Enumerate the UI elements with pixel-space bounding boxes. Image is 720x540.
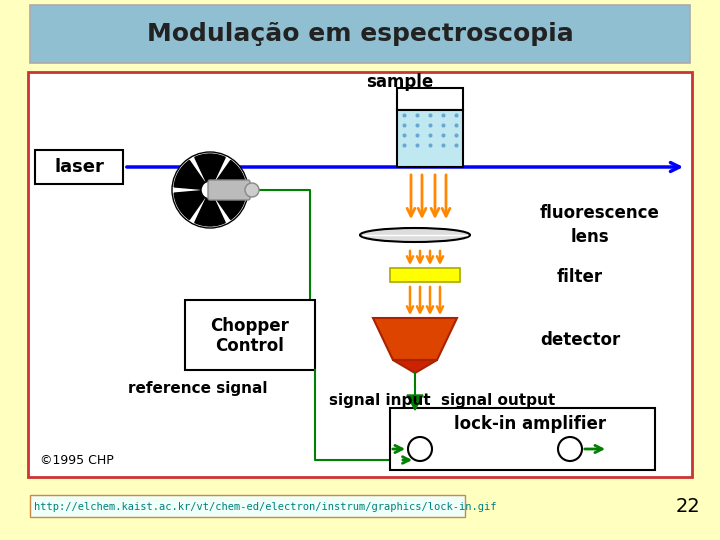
Text: lens: lens (571, 228, 609, 246)
Text: lock-in amplifier: lock-in amplifier (454, 415, 606, 433)
FancyBboxPatch shape (28, 72, 692, 477)
Polygon shape (373, 318, 457, 360)
Polygon shape (407, 395, 423, 410)
FancyBboxPatch shape (390, 408, 655, 470)
Text: Chopper: Chopper (210, 317, 289, 335)
Circle shape (201, 181, 219, 199)
FancyBboxPatch shape (30, 5, 690, 63)
Circle shape (245, 183, 259, 197)
Wedge shape (210, 160, 246, 190)
Polygon shape (393, 360, 437, 373)
Wedge shape (195, 154, 225, 190)
Text: ©1995 CHP: ©1995 CHP (40, 454, 114, 467)
Wedge shape (195, 190, 225, 226)
Text: Control: Control (215, 337, 284, 355)
FancyBboxPatch shape (397, 88, 463, 110)
Wedge shape (210, 190, 246, 219)
Text: Modulação em espectroscopia: Modulação em espectroscopia (147, 22, 573, 46)
FancyBboxPatch shape (30, 495, 465, 517)
Text: sample: sample (366, 73, 433, 91)
Text: http://elchem.kaist.ac.kr/vt/chem-ed/electron/instrum/graphics/lock-in.gif: http://elchem.kaist.ac.kr/vt/chem-ed/ele… (34, 502, 497, 512)
FancyBboxPatch shape (185, 300, 315, 370)
FancyBboxPatch shape (35, 150, 123, 184)
Text: reference signal: reference signal (128, 381, 268, 395)
Circle shape (558, 437, 582, 461)
FancyBboxPatch shape (397, 110, 463, 167)
Wedge shape (174, 160, 210, 190)
Text: laser: laser (54, 158, 104, 176)
Text: signal output: signal output (441, 393, 555, 408)
Wedge shape (174, 190, 210, 219)
Text: fluorescence: fluorescence (540, 204, 660, 222)
FancyBboxPatch shape (390, 268, 460, 282)
Ellipse shape (360, 228, 470, 242)
Circle shape (408, 437, 432, 461)
Circle shape (172, 152, 248, 228)
Text: 22: 22 (675, 497, 700, 516)
Text: detector: detector (540, 331, 620, 349)
FancyBboxPatch shape (208, 180, 250, 200)
Text: filter: filter (557, 268, 603, 286)
Text: signal input: signal input (329, 393, 431, 408)
